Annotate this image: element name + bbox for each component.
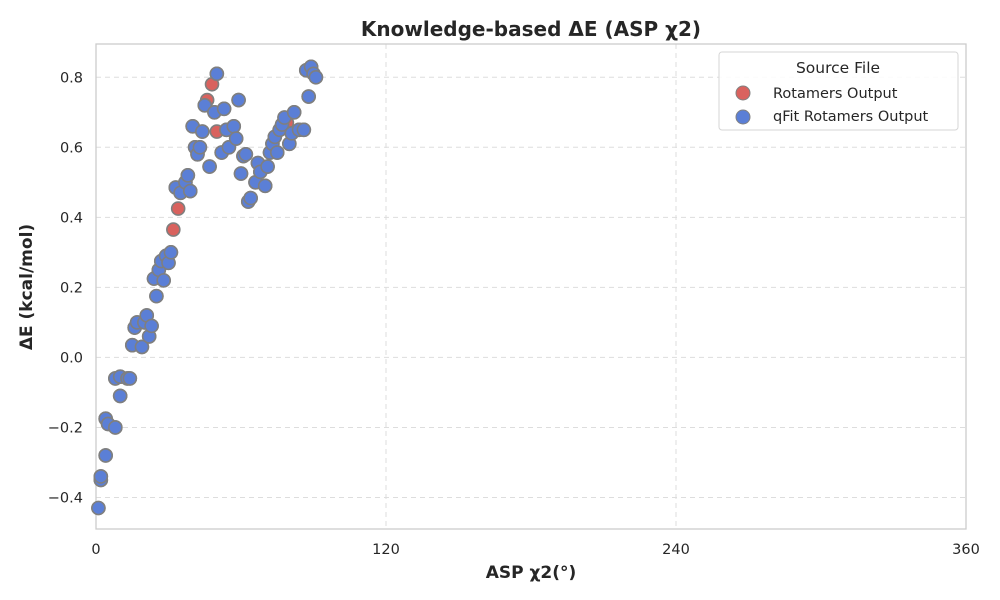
legend-box [718,51,959,131]
data-point [166,222,181,237]
data-point [180,168,196,183]
x-tick-label: 360 [952,542,980,558]
data-point [202,159,217,174]
data-point [163,245,179,260]
data-point [108,420,123,435]
grid-lines [96,44,966,529]
data-point [149,288,164,304]
y-tick-label: −0.2 [48,420,83,436]
data-point [231,92,246,108]
y-axis-ticks: −0.4 −0.2 0.0 0.2 0.4 0.6 0.8 [48,70,83,506]
data-point [286,104,302,120]
y-tick-label: 0.8 [60,70,83,86]
data-point [233,166,249,181]
data-point [209,66,225,82]
legend-marker-rotamers [735,85,751,101]
data-point [243,190,258,206]
data-point [91,500,106,516]
data-point [216,101,232,117]
plot-area-frame [95,43,967,530]
data-point [192,140,208,155]
data-point [308,69,324,85]
y-tick-label: 0.0 [60,350,83,366]
data-point [195,124,210,139]
y-tick-label: −0.4 [48,490,83,506]
y-tick-label: 0.4 [60,210,83,226]
data-point [122,371,138,386]
data-point [228,131,244,146]
data-point [257,178,273,194]
data-point [134,339,150,355]
chart-title: Knowledge-based ΔE (ASP χ2) [361,17,701,41]
data-point [197,97,213,113]
x-tick-label: 120 [372,542,400,558]
data-point [156,273,171,288]
legend-label-rotamers: Rotamers Output [773,86,898,102]
data-point [301,89,316,104]
y-tick-label: 0.6 [60,140,83,156]
x-tick-label: 240 [662,542,690,558]
data-point [260,159,275,174]
x-tick-label: 0 [91,542,100,558]
data-point [144,318,159,334]
data-point [296,122,312,138]
data-point [269,145,285,160]
data-point [226,118,242,134]
data-point [112,388,128,404]
y-axis-label: ΔE (kcal/mol) [17,224,37,350]
data-point [182,183,198,199]
legend-marker-qfit [735,109,751,125]
legend-title: Source File [796,59,880,77]
y-tick-label: 0.2 [60,280,83,296]
legend: Source File Rotamers Output qFit Rotamer… [718,51,959,131]
data-points [91,59,324,516]
x-axis-ticks: 0 120 240 360 [91,542,979,558]
data-point [238,147,254,162]
data-point [98,448,113,463]
legend-label-qfit: qFit Rotamers Output [773,109,929,125]
series-qfit-points [91,59,324,516]
x-axis-label: ASP χ2(°) [486,563,577,583]
data-point [93,469,109,484]
data-point [170,201,186,216]
